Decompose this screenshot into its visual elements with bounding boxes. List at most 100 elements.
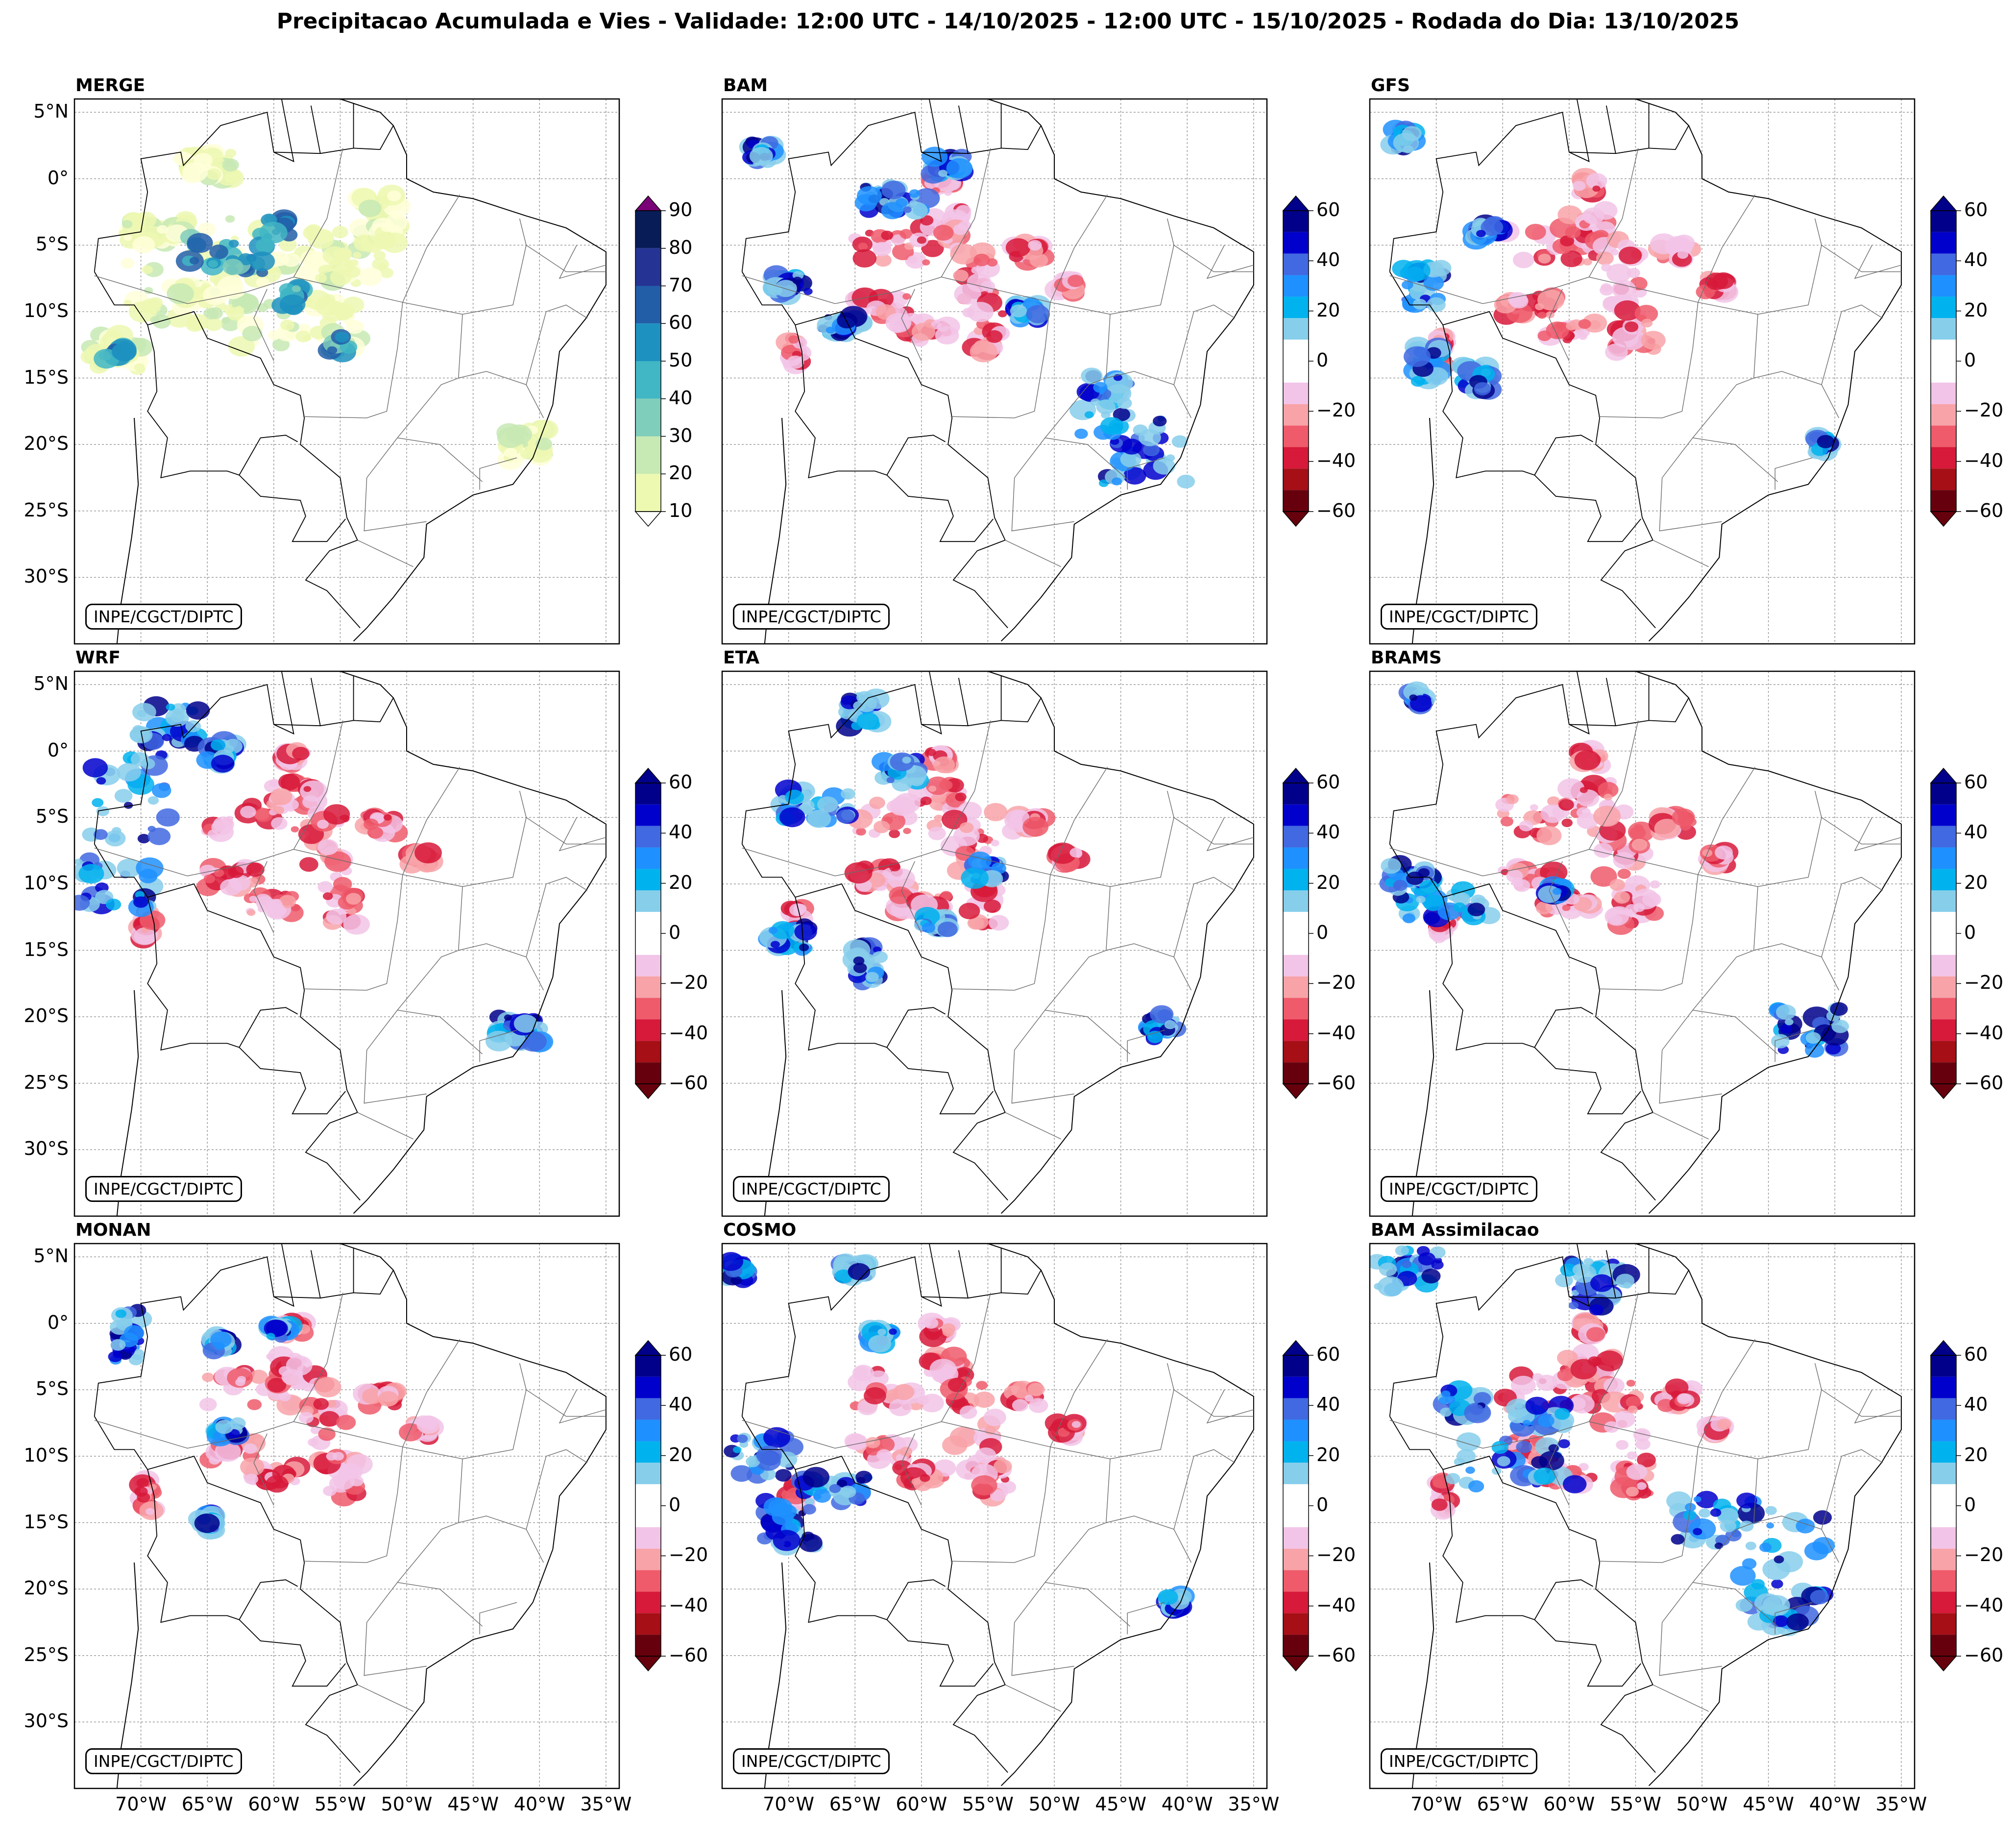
- colorbar-segment: [1283, 490, 1309, 512]
- state-border: [901, 861, 922, 933]
- state-border: [526, 245, 606, 272]
- field-patch: [889, 829, 900, 838]
- state-border: [950, 1446, 1051, 1563]
- field-patch: [187, 233, 213, 253]
- country-border: [1442, 1469, 1641, 1687]
- field-patch: [763, 1427, 790, 1448]
- field-patch: [1699, 1508, 1711, 1518]
- field-patch: [1592, 185, 1601, 192]
- colorbar-segment: [1931, 933, 1956, 955]
- field-patch: [209, 245, 228, 260]
- country-border: [147, 324, 346, 542]
- country-border: [1605, 105, 1616, 154]
- lat-tick-label: 5°S: [35, 233, 69, 255]
- colorbar-segment: [1931, 976, 1956, 998]
- country-border: [886, 1579, 946, 1620]
- colorbar-segment: [635, 954, 661, 977]
- lat-tick-label: 5°S: [35, 806, 69, 828]
- field-patch: [147, 828, 171, 845]
- field-patch: [242, 326, 263, 342]
- field-patch: [1612, 1410, 1635, 1428]
- field-patch: [1508, 292, 1528, 307]
- state-border: [526, 1389, 606, 1417]
- field-patch: [240, 806, 256, 818]
- state-border: [1588, 720, 1639, 850]
- field-patch: [1579, 787, 1588, 793]
- state-border: [1389, 275, 1589, 304]
- field-patch: [1395, 1245, 1409, 1256]
- map-background: [722, 1244, 1267, 1788]
- field-patch: [788, 335, 800, 344]
- state-border: [1821, 817, 1901, 845]
- country-border: [1534, 435, 1594, 476]
- field-patch: [1588, 1356, 1601, 1367]
- colorbar-tick-label: 20: [669, 1443, 693, 1466]
- state-border: [462, 1363, 527, 1460]
- colorbar-segment: [1931, 869, 1956, 891]
- field-patch: [1377, 1276, 1404, 1297]
- field-patch: [1612, 327, 1639, 348]
- field-patch: [1153, 416, 1167, 427]
- field-patch: [186, 701, 210, 720]
- field-patch: [1637, 1452, 1656, 1467]
- lat-tick-label: 20°S: [24, 433, 69, 455]
- field-patch: [1512, 251, 1534, 269]
- country-border: [1442, 324, 1641, 542]
- state-border: [364, 477, 427, 532]
- field-patch: [1566, 321, 1578, 330]
- colorbar-segment: [635, 1376, 661, 1398]
- field-patch: [1693, 1496, 1701, 1503]
- field-patch: [313, 1398, 329, 1410]
- state-border: [1588, 148, 1639, 277]
- field-patch: [1830, 1002, 1848, 1016]
- state-border: [303, 1446, 403, 1563]
- colorbar-segment: [1931, 468, 1956, 490]
- colorbar-tick-label: 20: [1964, 299, 1988, 321]
- field-patch: [1596, 251, 1614, 265]
- colorbar-tick-label: 60: [1316, 199, 1340, 220]
- credit-label: INPE/CGCT/DIPTC: [85, 1176, 242, 1202]
- colorbar-tick-label: 40: [1964, 821, 1988, 843]
- field-patch: [211, 739, 226, 751]
- coastline: [74, 671, 607, 1214]
- field-patch: [339, 307, 350, 316]
- field-patch: [300, 780, 328, 802]
- colorbar-tick-label: 20: [1964, 871, 1988, 893]
- lon-tick-label: 45°W: [1743, 1793, 1795, 1815]
- colorbar-segment: [1931, 1548, 1956, 1570]
- field-patch: [1525, 223, 1546, 240]
- colorbar-segment: [1931, 318, 1956, 340]
- field-patch: [1688, 1518, 1716, 1540]
- field-patch: [1028, 240, 1042, 251]
- field-patch: [132, 703, 156, 722]
- field-patch: [857, 186, 882, 206]
- colorbar-segment: [1931, 954, 1956, 977]
- colorbar: [1282, 195, 1313, 527]
- field-patch: [112, 342, 137, 362]
- colorbar-segment: [635, 398, 661, 437]
- field-patch: [881, 180, 906, 199]
- field-patch: [817, 796, 838, 813]
- field-patch: [1474, 382, 1491, 395]
- state-border: [526, 304, 588, 385]
- field-patch: [1614, 300, 1641, 321]
- field-patch: [1579, 333, 1587, 340]
- field-patch: [207, 307, 223, 319]
- lat-tick-label: 30°S: [24, 565, 69, 587]
- state-border: [1389, 1420, 1589, 1449]
- field-patch: [1096, 399, 1116, 415]
- field-patch: [202, 1372, 214, 1382]
- field-patch: [1565, 226, 1581, 239]
- field-patch: [873, 946, 881, 953]
- country-border: [94, 111, 394, 272]
- field-patch: [937, 921, 958, 937]
- colorbar-segment: [1283, 804, 1309, 826]
- state-border: [1662, 314, 1758, 478]
- lon-tick-label: 35°W: [580, 1793, 632, 1815]
- field-patch: [157, 225, 168, 234]
- field-patch: [921, 240, 944, 257]
- field-patch: [840, 1486, 856, 1498]
- country-border: [310, 678, 321, 726]
- colorbar-segment: [635, 474, 661, 512]
- field-patch: [887, 868, 916, 890]
